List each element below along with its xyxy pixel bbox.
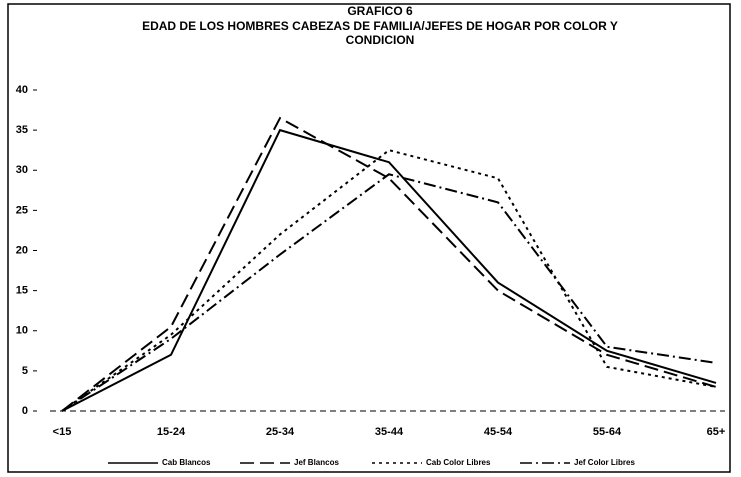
series-line (61, 116, 717, 412)
x-tick-label: 65+ (707, 426, 726, 438)
series-line (61, 149, 717, 412)
x-tick-label: <15 (53, 426, 72, 438)
x-tick-label: 15-24 (157, 426, 186, 438)
y-tick-label: 0 (22, 405, 28, 417)
y-tick-label: 40 (16, 84, 28, 96)
legend-label: Cab Color Libres (426, 458, 491, 467)
x-tick-label: 45-54 (484, 426, 513, 438)
series-line (61, 173, 717, 412)
legend-label: Jef Color Libres (574, 458, 635, 467)
y-tick-label: 25 (16, 204, 28, 216)
chart-title: GRAFICO 6 (347, 4, 413, 18)
x-tick-label: 55-64 (593, 426, 622, 438)
y-tick-label: 30 (16, 164, 28, 176)
y-tick-label: 5 (22, 365, 28, 377)
x-tick-label: 25-34 (266, 426, 295, 438)
y-tick-label: 35 (16, 124, 28, 136)
series-line (61, 128, 717, 412)
y-tick-label: 20 (16, 244, 28, 256)
legend-label: Jef Blancos (294, 458, 339, 467)
y-tick-label: 15 (16, 285, 28, 297)
chart-frame (7, 3, 731, 473)
legend: Cab Blancos Jef Blancos Cab Color Libres Je… (108, 458, 635, 467)
x-tick-label: 35-44 (375, 426, 404, 438)
y-tick-label: 10 (16, 325, 28, 337)
legend-label: Cab Blancos (162, 458, 211, 467)
chart-subtitle: EDAD DE LOS HOMBRES CABEZAS DE FAMILIA/J… (142, 19, 618, 33)
chart-subtitle: CONDICION (346, 33, 415, 47)
